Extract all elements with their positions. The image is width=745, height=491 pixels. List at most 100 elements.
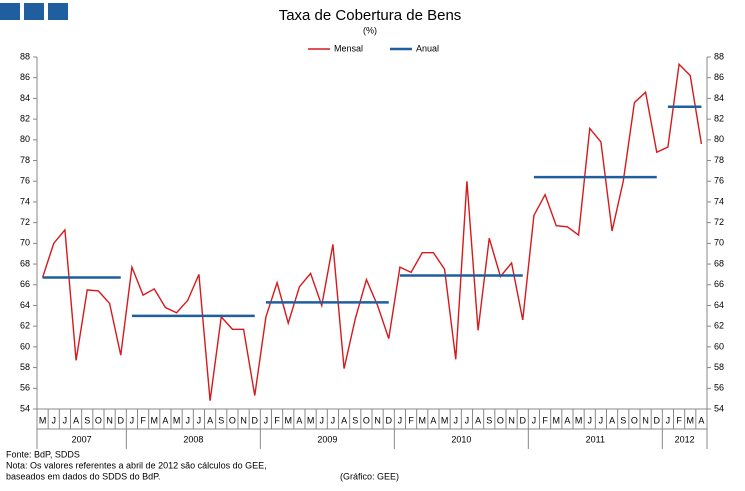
x-tick-label: J [63,415,68,425]
x-tick-label: J [666,415,671,425]
x-tick-label: M [419,415,427,425]
x-tick-label: M [575,415,583,425]
x-tick-label: O [631,415,638,425]
x-tick-label: M [307,415,315,425]
y2-tick-label: 84 [714,93,724,103]
x-tick-label: A [430,415,436,425]
y-tick-label: 76 [20,176,30,186]
footnote: Fonte: BdP, SDDS [6,449,80,459]
x-tick-label: N [240,415,247,425]
year-label: 2007 [72,434,92,444]
x-tick-label: F [140,415,146,425]
y2-tick-label: 88 [714,51,724,61]
y2-tick-label: 80 [714,134,724,144]
footnote: Nota: Os valores referentes a abril de 2… [6,460,267,470]
y2-tick-label: 72 [714,217,724,227]
y-tick-label: 56 [20,383,30,393]
y2-tick-label: 66 [714,279,724,289]
x-tick-label: J [186,415,191,425]
x-tick-label: D [118,415,125,425]
legend-label: Anual [416,43,439,53]
x-tick-label: J [331,415,336,425]
credit: (Gráfico: GEE) [340,471,399,481]
x-tick-label: N [642,415,649,425]
x-tick-label: A [207,415,213,425]
x-tick-label: M [285,415,293,425]
y2-tick-label: 60 [714,341,724,351]
x-tick-label: A [475,415,481,425]
y2-tick-label: 74 [714,196,724,206]
x-tick-label: M [173,415,181,425]
y2-tick-label: 70 [714,238,724,248]
x-tick-label: S [620,415,626,425]
x-tick-label: M [687,415,695,425]
x-tick-label: J [588,415,593,425]
x-tick-label: S [84,415,90,425]
y2-tick-label: 64 [714,300,724,310]
x-tick-label: D [654,415,661,425]
y-tick-label: 64 [20,300,30,310]
year-label: 2012 [675,434,695,444]
x-tick-label: M [553,415,561,425]
x-tick-label: J [454,415,459,425]
y2-tick-label: 76 [714,176,724,186]
legend-label: Mensal [334,43,363,53]
y2-tick-label: 56 [714,383,724,393]
y-tick-label: 74 [20,196,30,206]
x-tick-label: O [363,415,370,425]
x-tick-label: J [599,415,604,425]
x-tick-label: J [130,415,135,425]
x-tick-label: D [520,415,527,425]
x-tick-label: J [532,415,537,425]
year-label: 2008 [183,434,203,444]
y2-tick-label: 54 [714,403,724,413]
x-tick-label: S [218,415,224,425]
y2-tick-label: 58 [714,362,724,372]
y-tick-label: 54 [20,403,30,413]
y-tick-label: 60 [20,341,30,351]
x-tick-label: J [398,415,403,425]
x-tick-label: F [676,415,682,425]
x-tick-label: M [39,415,47,425]
x-tick-label: A [698,415,704,425]
y2-tick-label: 68 [714,258,724,268]
y-tick-label: 78 [20,155,30,165]
x-tick-label: D [252,415,259,425]
x-tick-label: A [609,415,615,425]
x-tick-label: D [386,415,393,425]
year-label: 2011 [586,434,605,444]
y-tick-label: 66 [20,279,30,289]
logo-block [0,3,20,20]
logo-block [48,3,68,20]
x-tick-label: J [465,415,470,425]
x-tick-label: N [106,415,113,425]
x-tick-label: O [229,415,236,425]
x-tick-label: N [374,415,381,425]
y-tick-label: 86 [20,72,30,82]
y-tick-label: 62 [20,321,30,331]
chart-title: Taxa de Cobertura de Bens [279,7,462,24]
x-tick-label: M [441,415,449,425]
x-tick-label: J [52,415,57,425]
x-tick-label: S [486,415,492,425]
x-tick-label: A [564,415,570,425]
x-tick-label: F [408,415,414,425]
x-tick-label: A [296,415,302,425]
x-tick-label: F [274,415,280,425]
y-tick-label: 68 [20,258,30,268]
x-tick-label: J [320,415,325,425]
x-tick-label: O [497,415,504,425]
x-tick-label: A [341,415,347,425]
y-tick-label: 58 [20,362,30,372]
x-tick-label: M [151,415,159,425]
y2-tick-label: 62 [714,321,724,331]
monthly-line [41,62,703,401]
y-tick-label: 80 [20,134,30,144]
y-tick-label: 88 [20,51,30,61]
y2-tick-label: 86 [714,72,724,82]
y-tick-label: 70 [20,238,30,248]
year-label: 2010 [451,434,471,444]
x-tick-label: S [352,415,358,425]
x-tick-label: J [197,415,202,425]
